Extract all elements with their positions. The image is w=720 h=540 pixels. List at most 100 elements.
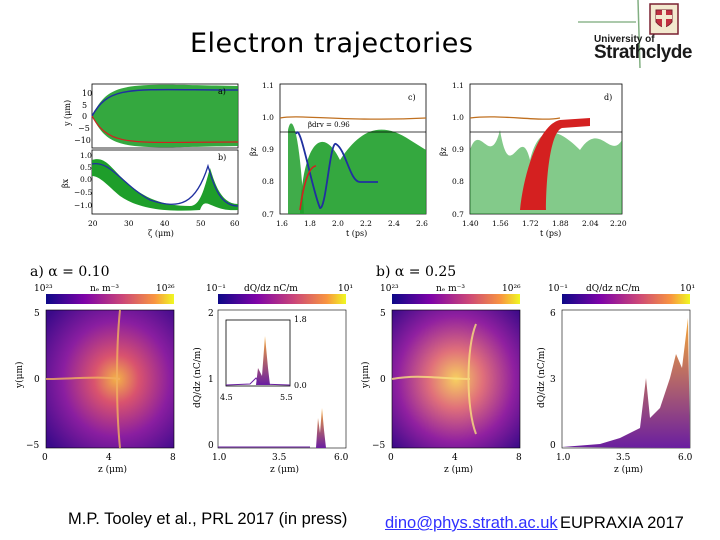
panel-d-ytick: 0.7 bbox=[452, 210, 464, 219]
case-a-density-xtick: 4 bbox=[106, 453, 112, 463]
case-a-spectrum-xtick: 1.0 bbox=[212, 453, 227, 463]
panel-a-ytick: 10 bbox=[82, 89, 92, 98]
panel-a-trajectories: a) 10 5 0 −5 −10 y (μm) bbox=[63, 83, 239, 149]
panel-b-xtick: 50 bbox=[196, 219, 206, 228]
case-b-density-cbar-max: 10²⁶ bbox=[502, 284, 521, 294]
panel-b-ytick: 1.0 bbox=[80, 151, 92, 160]
panel-a-ytick: −10 bbox=[74, 136, 91, 145]
case-b-label: b) α = 0.25 bbox=[376, 264, 456, 280]
panel-b-xtick: 20 bbox=[88, 219, 98, 228]
case-b-density-xlabel: z (μm) bbox=[444, 464, 473, 475]
panel-b-xtick: 40 bbox=[160, 219, 170, 228]
case-a-spectrum-cbar-max: 10¹ bbox=[338, 284, 353, 294]
panel-b-label: b) bbox=[218, 153, 226, 162]
case-a-spectrum-xlabel: z (μm) bbox=[270, 464, 299, 475]
panel-c-ytick: 1.1 bbox=[262, 81, 274, 90]
logo-text-top: University of bbox=[594, 34, 655, 45]
email-link[interactable]: dino@phys.strath.ac.uk bbox=[385, 514, 558, 532]
case-b-spectrum-xtick: 6.0 bbox=[678, 453, 693, 463]
panel-c-xtick: 1.8 bbox=[304, 219, 316, 228]
panel-c-beta: c) βdrv = 0.96 1.1 1.0 0.9 0.8 0.7 βz 1.… bbox=[249, 81, 428, 238]
case-b-spectrum-xtick: 1.0 bbox=[556, 453, 571, 463]
panel-d-label: d) bbox=[604, 93, 612, 102]
panel-b-xtick: 60 bbox=[230, 219, 240, 228]
case-a-density-cbar-min: 10²³ bbox=[34, 284, 53, 294]
case-a-density-xtick: 8 bbox=[170, 453, 176, 463]
case-a-label: a) α = 0.10 bbox=[30, 264, 110, 280]
panel-d-ytick: 0.8 bbox=[452, 177, 464, 186]
case-b-density-xtick: 0 bbox=[388, 453, 394, 463]
case-b-density-cbar-label: nₑ m⁻³ bbox=[436, 284, 465, 294]
panel-c-xtick: 2.2 bbox=[360, 219, 372, 228]
panel-a-ylabel: y (μm) bbox=[63, 100, 72, 127]
case-b-density-ytick: 0 bbox=[380, 375, 386, 385]
case-a-spectrum-cbar-label: dQ/dz nC/m bbox=[244, 284, 298, 294]
case-b-density-ytick: −5 bbox=[372, 441, 386, 451]
case-b-spectrum-colorbar bbox=[562, 294, 690, 304]
case-a-density-cbar-max: 10²⁶ bbox=[156, 284, 175, 294]
panel-d-ytick: 1.0 bbox=[452, 113, 464, 122]
top-figure: a) 10 5 0 −5 −10 y (μm) b) 1.0 0.5 0.0 −… bbox=[61, 81, 627, 238]
panel-c-ytick: 0.7 bbox=[262, 210, 274, 219]
slide-title: Electron trajectories bbox=[190, 28, 474, 59]
panel-b-velocity: b) 1.0 0.5 0.0 −0.5 −1.0 βx 20 30 40 50 … bbox=[61, 149, 240, 238]
case-a-spectrum-ylabel: dQ/dz (nC/m) bbox=[192, 347, 203, 408]
panel-d-xlabel: t (ps) bbox=[540, 229, 561, 238]
university-logo bbox=[578, 0, 698, 69]
panel-c-xtick: 2.0 bbox=[332, 219, 344, 228]
case-b-density-xtick: 8 bbox=[516, 453, 522, 463]
panel-d-xtick: 1.40 bbox=[462, 219, 479, 228]
case-a-inset-ytick: 0.0 bbox=[294, 381, 307, 390]
logo-text-bottom: Strathclyde bbox=[594, 42, 692, 63]
panel-b-xtick: 30 bbox=[124, 219, 134, 228]
panel-d-xtick: 2.20 bbox=[610, 219, 627, 228]
panel-c-label: c) bbox=[408, 93, 416, 102]
panel-b-ylabel: βx bbox=[61, 178, 70, 188]
case-b-spectrum-ytick: 6 bbox=[550, 309, 556, 319]
case-a-spectrum-xtick: 6.0 bbox=[334, 453, 349, 463]
panel-c-ylabel: βz bbox=[249, 147, 258, 156]
case-a-inset-ytick: 1.8 bbox=[294, 315, 307, 324]
panel-b-ytick: −1.0 bbox=[74, 201, 92, 210]
case-a-spectrum-colorbar bbox=[218, 294, 346, 304]
case-b-spectrum-cbar-label: dQ/dz nC/m bbox=[586, 284, 640, 294]
panel-c-xtick: 1.6 bbox=[276, 219, 288, 228]
case-b-spectrum-xlabel: z (μm) bbox=[614, 464, 643, 475]
case-a-spectrum-cbar-min: 10⁻¹ bbox=[206, 284, 226, 294]
case-b-spectrum-xtick: 3.5 bbox=[616, 453, 631, 463]
panel-d-ytick: 1.1 bbox=[452, 81, 464, 90]
case-b-density-ytick: 5 bbox=[380, 309, 386, 319]
panel-b-ytick: 0.5 bbox=[80, 163, 92, 172]
case-b-spectrum: 10⁻¹ dQ/dz nC/m 10¹ 6 3 0 dQ/dz (nC/m) 1… bbox=[536, 284, 695, 475]
panel-d-xtick: 1.56 bbox=[492, 219, 509, 228]
panel-d-ytick: 0.9 bbox=[452, 145, 464, 154]
case-a-density-colorbar bbox=[46, 294, 174, 304]
case-a-inset-xtick: 5.5 bbox=[280, 393, 293, 402]
panel-a-ytick: 0 bbox=[82, 112, 87, 121]
case-a-inset-xtick: 4.5 bbox=[220, 393, 233, 402]
case-b-density-cbar-min: 10²³ bbox=[380, 284, 399, 294]
case-a-density-xlabel: z (μm) bbox=[98, 464, 127, 475]
case-a-spectrum-xtick: 3.5 bbox=[272, 453, 287, 463]
panel-b-ytick: 0.0 bbox=[80, 175, 92, 184]
panel-d-xtick: 2.04 bbox=[582, 219, 599, 228]
case-a-density-ylabel: y(μm) bbox=[14, 362, 25, 390]
panel-c-ytick: 0.9 bbox=[262, 145, 274, 154]
panel-d-xtick: 1.72 bbox=[522, 219, 539, 228]
case-a-spectrum-ytick: 2 bbox=[208, 309, 214, 319]
case-a-spectrum: 10⁻¹ dQ/dz nC/m 10¹ 1.8 0.0 4.5 5.5 2 1 … bbox=[192, 284, 353, 475]
case-a-density-ytick: 5 bbox=[34, 309, 40, 319]
case-a-density-ytick: −5 bbox=[26, 441, 40, 451]
panel-a-ytick: −5 bbox=[78, 124, 90, 133]
crest-icon bbox=[578, 0, 679, 69]
panel-c-xtick: 2.4 bbox=[388, 219, 400, 228]
case-a-spectrum-ytick: 1 bbox=[208, 375, 214, 385]
case-b-density-xtick: 4 bbox=[452, 453, 458, 463]
panel-c-xtick: 2.6 bbox=[416, 219, 428, 228]
case-a-density-map: 10²³ nₑ m⁻³ 10²⁶ 5 0 −5 y(μm) 0 4 8 z (μ… bbox=[14, 284, 176, 475]
panel-d-xtick: 1.88 bbox=[552, 219, 569, 228]
case-b-spectrum-ytick: 0 bbox=[550, 441, 556, 451]
panel-c-xlabel: t (ps) bbox=[346, 229, 367, 238]
case-b-density-colorbar bbox=[392, 294, 520, 304]
panel-c-annotation: βdrv = 0.96 bbox=[308, 121, 350, 129]
